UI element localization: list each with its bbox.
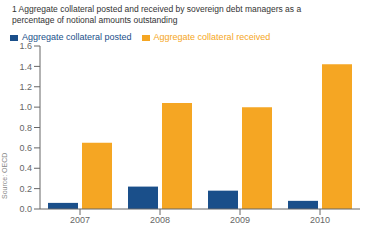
svg-text:0.2: 0.2	[19, 184, 32, 194]
svg-text:1.0: 1.0	[19, 102, 32, 112]
svg-text:2009: 2009	[230, 215, 250, 225]
svg-text:2008: 2008	[150, 215, 170, 225]
svg-text:0.4: 0.4	[19, 163, 32, 173]
html-text:Source: OECD: Source: OECD	[1, 152, 8, 199]
html-text:Aggregate collateral posted: Aggregate collateral posted	[22, 32, 132, 42]
html-text:1 Aggregate collateral posted: 1 Aggregate collateral posted and receiv…	[12, 4, 302, 25]
svg-text:0.6: 0.6	[19, 143, 32, 153]
svg-text:1.4: 1.4	[19, 62, 32, 72]
svg-text:0.0: 0.0	[19, 204, 32, 214]
svg-text:2010: 2010	[310, 215, 330, 225]
svg-text:1.6: 1.6	[19, 41, 32, 51]
svg-text:0.8: 0.8	[19, 123, 32, 133]
svg-text:1.2: 1.2	[19, 82, 32, 92]
html-text:Aggregate collateral received: Aggregate collateral received	[153, 32, 271, 42]
svg-text:2007: 2007	[70, 215, 90, 225]
